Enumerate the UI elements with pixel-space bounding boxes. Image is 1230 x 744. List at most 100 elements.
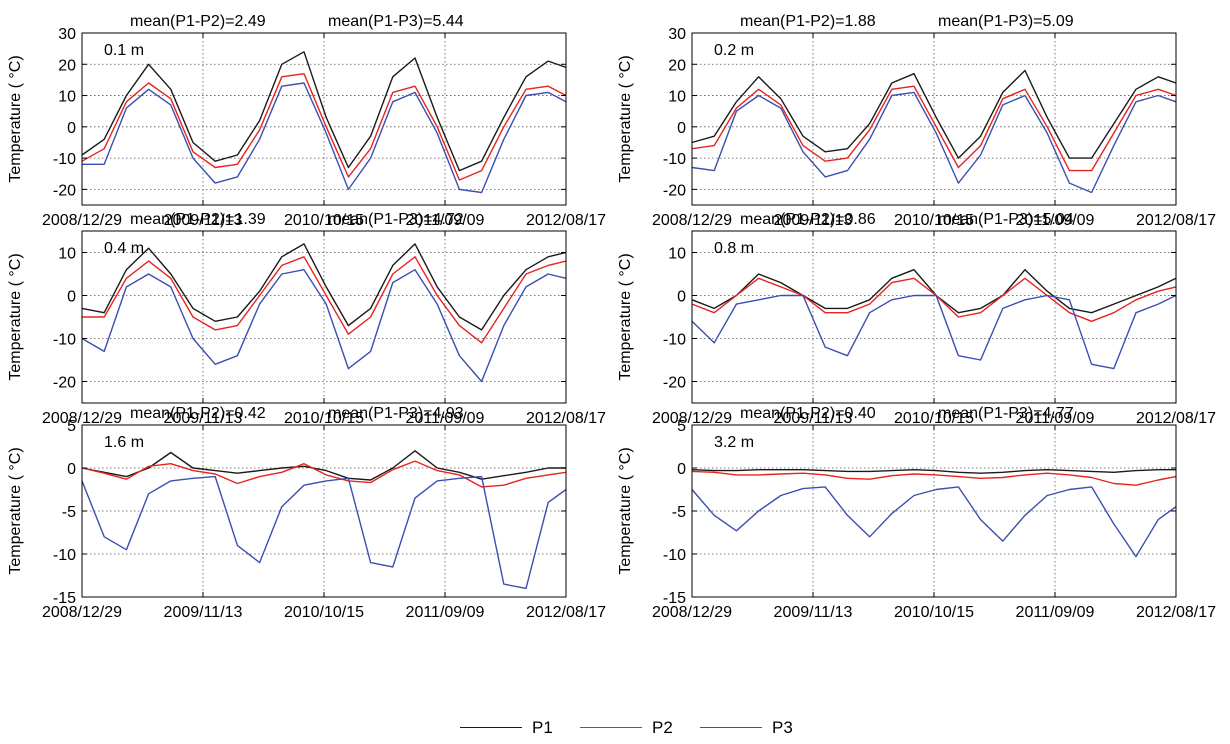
y-tick-label: 5	[67, 418, 76, 435]
x-tick-label: 2008/12/29	[652, 410, 732, 427]
y-tick-label: -10	[53, 332, 76, 349]
y-tick-label: 10	[58, 89, 76, 106]
x-tick-label: 2011/09/09	[406, 410, 485, 427]
x-tick-label: 2011/09/09	[406, 604, 485, 621]
y-tick-label: 0	[677, 120, 686, 137]
y-tick-label: 0	[67, 289, 76, 306]
y-tick-label: 10	[668, 89, 686, 106]
series-line-p1	[81, 243, 567, 331]
series-line-p3	[691, 486, 1177, 558]
annotation-mean-p1-p2: mean(P1-P2)=2.49	[130, 13, 266, 30]
y-axis-label: Temperature ( °C)	[617, 447, 634, 574]
series-line-p2	[82, 256, 567, 344]
y-axis-label: Temperature ( °C)	[7, 447, 24, 574]
chart-panel-3: -20 -10 0 10 2008/12/29 2009/11/13 2010/10/15 2…	[7, 211, 606, 427]
y-axis-label: Temperature ( °C)	[7, 55, 24, 182]
x-tick-label: 2011/09/09	[1016, 410, 1095, 427]
plot-frame	[691, 32, 1177, 206]
series-line-p1	[81, 450, 566, 481]
x-tick-label: 2010/10/15	[894, 604, 974, 621]
y-tick-label: 20	[58, 57, 76, 74]
x-tick-label: 2009/11/13	[774, 604, 853, 621]
series-line-p1	[691, 469, 1176, 474]
annotation-mean-p1-p2: mean(P1-P2)=1.88	[740, 13, 876, 30]
x-tick-label: 2010/10/15	[284, 410, 364, 427]
x-tick-label: 2008/12/29	[652, 212, 732, 229]
series-line-p2	[81, 72, 567, 181]
annotation-mean-p1-p3: mean(P1-P3)=5.44	[328, 13, 464, 30]
x-tick-label: 2009/11/13	[774, 212, 853, 229]
y-tick-label: 0	[67, 461, 76, 478]
y-tick-label: -5	[672, 504, 686, 521]
x-tick-label: 2012/08/17	[526, 212, 606, 229]
annotation-mean-p1-p3: mean(P1-P3)=4.93	[328, 405, 464, 422]
y-tick-label: 0	[677, 289, 686, 306]
y-tick-label: 30	[668, 26, 686, 43]
x-tick-label: 2012/08/17	[1136, 410, 1216, 427]
y-tick-label: 10	[58, 246, 76, 263]
chart-panel-2: -20 -10 0 10 20 30 2008/12/29 2009/11/13 2010/10…	[617, 13, 1216, 229]
y-tick-label: -10	[663, 547, 686, 564]
legend-swatch-p2	[580, 727, 642, 728]
annotation-mean-p1-p2: mean(P1-P2)=0.42	[130, 405, 266, 422]
x-tick-label: 2008/12/29	[42, 410, 122, 427]
series-line-p3	[691, 91, 1177, 194]
chart-panel-4: -20 -10 0 10 2008/12/29 2009/11/13 2010/10/15 2…	[617, 211, 1216, 427]
x-tick-label: 2008/12/29	[42, 604, 122, 621]
legend-label-p1: P1	[532, 718, 553, 737]
x-tick-label: 2010/10/15	[284, 212, 364, 229]
y-tick-label: 0	[677, 461, 686, 478]
depth-label: 1.6 m	[104, 434, 144, 451]
y-tick-label: -10	[663, 332, 686, 349]
y-tick-label: -20	[663, 375, 686, 392]
series-line-p2	[81, 460, 567, 488]
y-tick-label: 30	[58, 26, 76, 43]
legend-label-p3: P3	[772, 718, 793, 737]
plot-frame	[81, 230, 567, 404]
x-tick-label: 2009/11/13	[164, 410, 243, 427]
annotation-mean-p1-p2: mean(P1-P2)=0.86	[740, 211, 876, 228]
depth-label: 0.4 m	[104, 240, 144, 257]
x-tick-label: 2009/11/13	[164, 604, 243, 621]
x-tick-label: 2010/10/15	[894, 410, 974, 427]
x-tick-label: 2011/09/09	[1016, 212, 1095, 229]
annotation-mean-p1-p3: mean(P1-P3)=5.04	[938, 211, 1074, 228]
series-line-p2	[691, 470, 1177, 486]
y-tick-label: -5	[62, 504, 76, 521]
y-tick-label: 5	[677, 418, 686, 435]
depth-label: 0.2 m	[714, 42, 754, 59]
series-line-p3	[81, 269, 567, 383]
y-axis-label: Temperature ( °C)	[7, 253, 24, 380]
annotation-mean-p1-p3: mean(P1-P3)=4.77	[938, 405, 1074, 422]
y-tick-label: -15	[53, 590, 76, 607]
y-tick-label: -20	[53, 182, 76, 199]
x-tick-label: 2012/08/17	[526, 604, 606, 621]
x-tick-label: 2010/10/15	[284, 604, 364, 621]
chart-panel-1: -20 -10 0 10 20 30 2008/12/29 2009/11/13 2010/10…	[7, 13, 606, 229]
legend-label-p2: P2	[652, 718, 673, 737]
y-tick-label: -10	[663, 151, 686, 168]
depth-label: 0.8 m	[714, 240, 754, 257]
annotation-mean-p1-p2: mean(P1-P2)=1.39	[130, 211, 266, 228]
x-tick-label: 2008/12/29	[42, 212, 122, 229]
y-tick-label: 20	[668, 57, 686, 74]
series-line-p3	[691, 294, 1177, 370]
series-line-p2	[691, 85, 1177, 172]
x-tick-label: 2011/09/09	[1016, 604, 1095, 621]
x-tick-label: 2009/11/13	[774, 410, 853, 427]
annotation-mean-p1-p3: mean(P1-P3)=4.72	[328, 211, 464, 228]
y-tick-label: 0	[67, 120, 76, 137]
x-tick-label: 2008/12/29	[652, 604, 732, 621]
y-tick-label: -10	[53, 151, 76, 168]
annotation-mean-p1-p3: mean(P1-P3)=5.09	[938, 13, 1074, 30]
x-tick-label: 2012/08/17	[1136, 212, 1216, 229]
series-line-p3	[81, 475, 567, 590]
depth-label: 3.2 m	[714, 434, 754, 451]
x-tick-label: 2010/10/15	[894, 212, 974, 229]
y-tick-label: 10	[668, 246, 686, 263]
plot-frame	[81, 32, 567, 206]
y-tick-label: -20	[53, 375, 76, 392]
